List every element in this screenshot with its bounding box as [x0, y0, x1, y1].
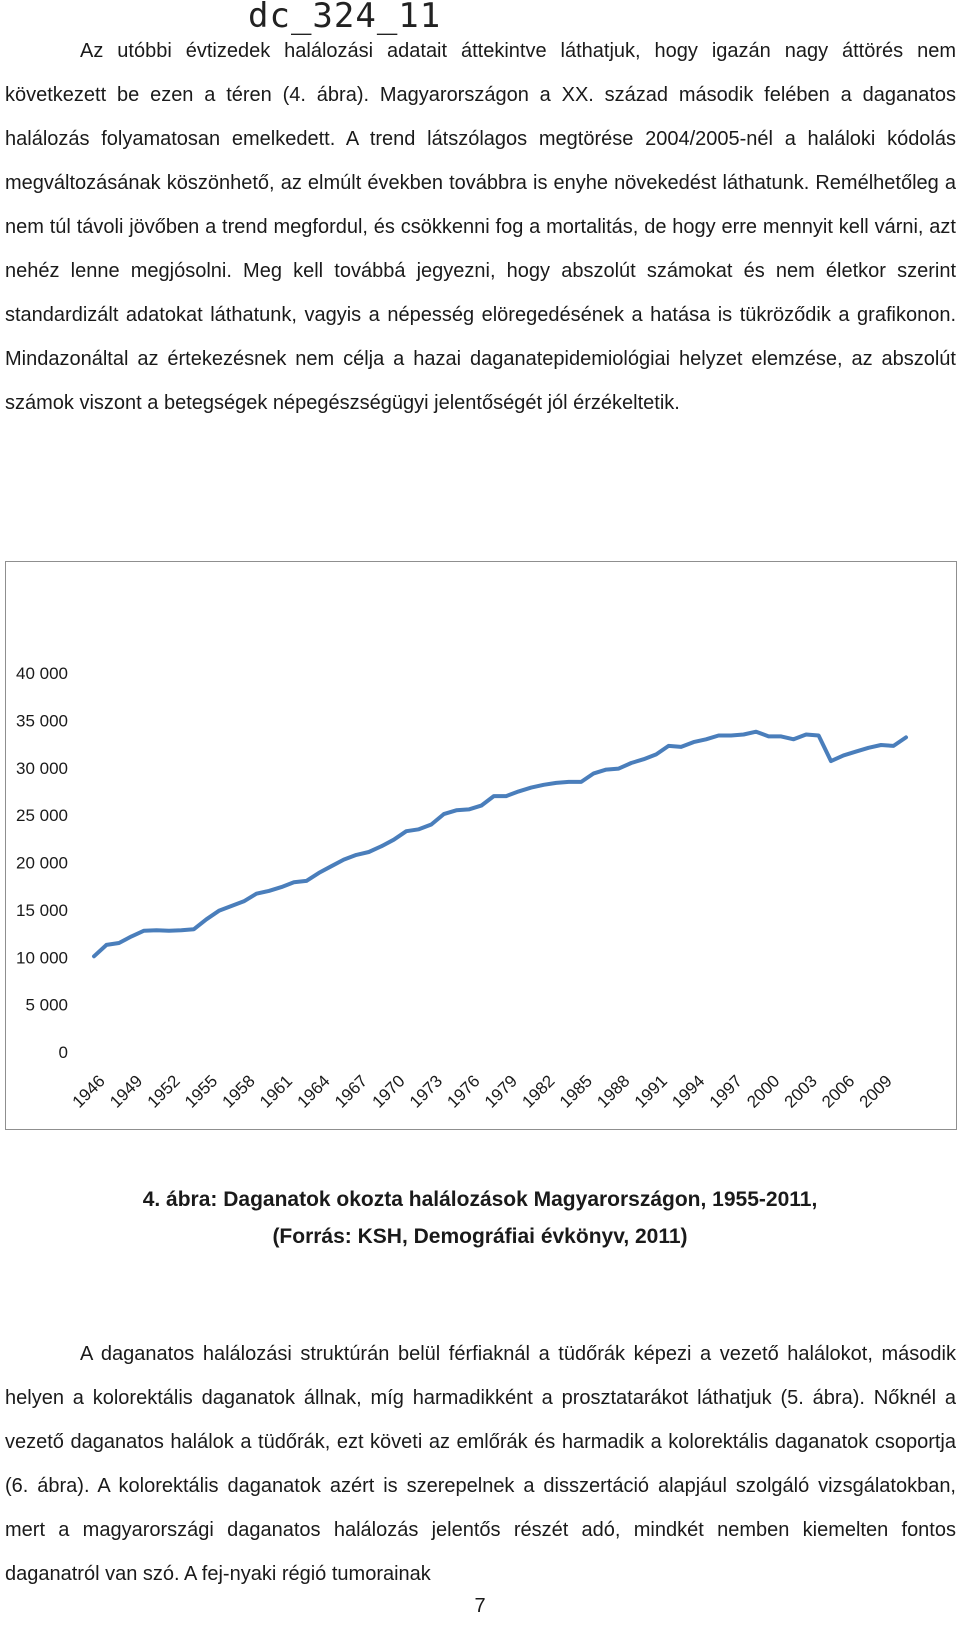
x-tick-label: 2009: [856, 1071, 896, 1111]
x-tick-label: 1949: [106, 1071, 146, 1111]
x-tick-label: 1982: [518, 1071, 558, 1111]
body-paragraph-2: A daganatos halálozási struktúrán belül …: [5, 1343, 956, 1585]
page-number: 7: [474, 1595, 486, 1617]
x-tick-label: 1976: [443, 1071, 483, 1111]
x-tick-label: 1985: [556, 1071, 596, 1111]
y-tick-label: 5 000: [25, 996, 68, 1015]
chart-frame: 0 5 000 10 000 15 000 20 000 25 000 30 000 35 0…: [5, 561, 957, 1130]
x-tick-label: 1991: [631, 1071, 671, 1111]
y-tick-label: 10 000: [16, 948, 68, 967]
x-tick-label: 1955: [181, 1071, 221, 1111]
figure-caption-line-2: (Forrás: KSH, Demográfiai évkönyv, 2011): [272, 1225, 688, 1248]
x-tick-label: 1994: [668, 1071, 708, 1111]
mortality-line-chart: 0 5 000 10 000 15 000 20 000 25 000 30 000 35 0…: [16, 664, 908, 1112]
x-tick-label: 2006: [818, 1071, 858, 1111]
x-tick-label: 1970: [368, 1071, 408, 1111]
x-tick-label: 1961: [256, 1071, 296, 1111]
x-tick-label: 2003: [781, 1071, 821, 1111]
y-tick-label: 35 000: [16, 711, 68, 730]
x-tick-label: 1988: [593, 1071, 633, 1111]
x-tick-label: 1964: [294, 1071, 334, 1111]
y-tick-label: 30 000: [16, 759, 68, 778]
y-tick-label: 15 000: [16, 901, 68, 920]
x-tick-label: 1973: [406, 1071, 446, 1111]
y-tick-label: 20 000: [16, 854, 68, 873]
x-tick-label: 1952: [144, 1071, 184, 1111]
y-tick-label: 25 000: [16, 806, 68, 825]
document-id: dc_324_11: [248, 0, 442, 36]
x-tick-label: 1997: [706, 1071, 746, 1111]
figure-caption-line-1: 4. ábra: Daganatok okozta halálozások Ma…: [142, 1188, 818, 1211]
body-paragraph-1: Az utóbbi évtizedek halálozási adatait á…: [5, 40, 956, 414]
x-tick-label: 1979: [481, 1071, 521, 1111]
x-tick-label: 1946: [69, 1071, 109, 1111]
x-tick-label: 2000: [743, 1071, 783, 1111]
x-tick-label: 1967: [331, 1071, 371, 1111]
y-tick-label: 0: [59, 1043, 68, 1062]
series-line: [92, 729, 908, 959]
y-tick-label: 40 000: [16, 664, 68, 683]
x-tick-label: 1958: [219, 1071, 259, 1111]
